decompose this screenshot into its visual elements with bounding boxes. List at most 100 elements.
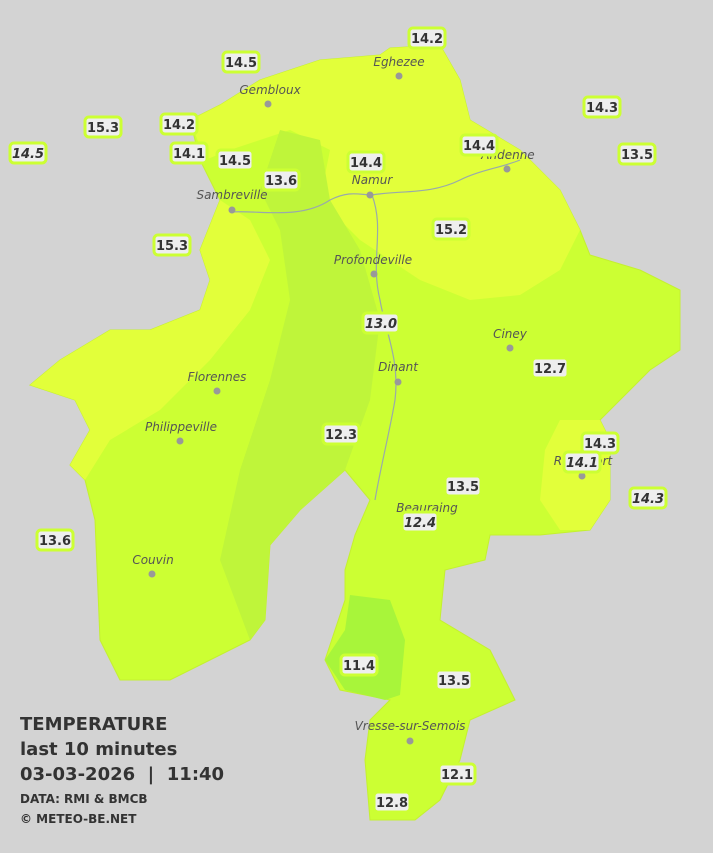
city-dot xyxy=(503,165,511,173)
station: 13.6 xyxy=(35,528,75,552)
city-label: Couvin xyxy=(132,553,173,567)
station-value: 14.3 xyxy=(584,437,616,452)
station: 12.7 xyxy=(530,356,570,380)
station: 13.5 xyxy=(443,474,483,498)
station-value: 13.6 xyxy=(39,534,71,549)
city-dot xyxy=(394,378,402,386)
station-box xyxy=(215,148,255,172)
station-box xyxy=(617,142,657,166)
station-value: 15.2 xyxy=(435,223,467,238)
station-box xyxy=(261,168,301,192)
station: 12.4 xyxy=(400,510,440,534)
cool-zone xyxy=(220,130,380,640)
station-box xyxy=(582,95,622,119)
station-box xyxy=(431,217,471,241)
station-box xyxy=(443,474,483,498)
station-value: 11.4 xyxy=(343,659,375,674)
station-value: 15.3 xyxy=(87,121,119,136)
station: 14.3 xyxy=(628,486,668,510)
station-box xyxy=(169,141,209,165)
station: 14.3 xyxy=(580,431,620,455)
legend: TEMPERATURE last 10 minutes 03-03-2026 |… xyxy=(20,714,224,826)
station-box xyxy=(361,311,401,335)
station-value: 13.5 xyxy=(621,148,653,163)
station: 13.5 xyxy=(434,668,474,692)
station-box xyxy=(159,112,199,136)
station-box xyxy=(83,115,123,139)
city-label: Eghezee xyxy=(373,55,424,69)
station-box xyxy=(400,510,440,534)
city-dot xyxy=(264,100,272,108)
station-value: 14.1 xyxy=(173,147,205,162)
station-box xyxy=(152,233,192,257)
station-value: 13.6 xyxy=(265,174,297,189)
station: 13.0 xyxy=(361,311,401,335)
station-value: 14.2 xyxy=(163,118,195,133)
station: 11.4 xyxy=(339,653,379,677)
station: 14.5 xyxy=(215,148,255,172)
station-value: 14.4 xyxy=(463,139,495,154)
warm-zone xyxy=(30,200,270,480)
legend-title: TEMPERATURE xyxy=(20,714,167,735)
city-dot xyxy=(395,72,403,80)
station-box xyxy=(562,450,602,474)
city-dot xyxy=(366,191,374,199)
station-value: 12.7 xyxy=(534,362,566,377)
station-value: 14.2 xyxy=(411,32,443,47)
station-box xyxy=(459,133,499,157)
station-box xyxy=(346,150,386,174)
station-value: 13.5 xyxy=(438,674,470,689)
warm-zone xyxy=(190,45,580,300)
city-dot xyxy=(506,344,514,352)
city-dot xyxy=(176,437,184,445)
station: 14.3 xyxy=(582,95,622,119)
station-value: 14.5 xyxy=(219,154,251,169)
station-value: 12.8 xyxy=(376,796,408,811)
station-box xyxy=(437,762,477,786)
legend-datetime: 03-03-2026 | 11:40 xyxy=(20,764,224,785)
city-label: Namur xyxy=(352,173,394,187)
city-dot xyxy=(370,270,378,278)
station-box xyxy=(628,486,668,510)
station-value: 12.1 xyxy=(441,768,473,783)
station-value: 15.3 xyxy=(156,239,188,254)
station-value: 14.5 xyxy=(12,147,44,162)
station: 12.8 xyxy=(372,790,412,814)
legend-subtitle: last 10 minutes xyxy=(20,739,177,760)
city-label: Profondeville xyxy=(334,253,412,267)
city-label: Philippeville xyxy=(145,420,217,434)
station: 14.5 xyxy=(8,141,48,165)
station-box xyxy=(407,26,447,50)
city-label: Ciney xyxy=(493,327,528,341)
station: 15.2 xyxy=(431,217,471,241)
station-box xyxy=(221,50,261,74)
city-dot xyxy=(578,472,586,480)
station: 14.1 xyxy=(562,450,602,474)
station-box xyxy=(530,356,570,380)
city-label: Dinant xyxy=(378,360,419,374)
station: 12.1 xyxy=(437,762,477,786)
station-value: 14.1 xyxy=(566,456,598,471)
city-dot xyxy=(228,206,236,214)
station-value: 12.3 xyxy=(325,428,357,443)
station-value: 14.3 xyxy=(632,492,664,507)
station-value: 14.3 xyxy=(586,101,618,116)
station-value: 13.0 xyxy=(365,317,397,332)
station-box xyxy=(434,668,474,692)
station: 14.2 xyxy=(407,26,447,50)
legend-credit: © METEO-BE.NET xyxy=(20,812,137,826)
station-box xyxy=(321,422,361,446)
station: 14.1 xyxy=(169,141,209,165)
station: 12.3 xyxy=(321,422,361,446)
station-value: 13.5 xyxy=(447,480,479,495)
station: 13.5 xyxy=(617,142,657,166)
city-dot xyxy=(406,737,414,745)
station: 14.4 xyxy=(346,150,386,174)
city-label: Vresse-sur-Semois xyxy=(355,719,466,733)
station-value: 14.5 xyxy=(225,56,257,71)
city-dot xyxy=(213,387,221,395)
station: 14.4 xyxy=(459,133,499,157)
station: 15.3 xyxy=(152,233,192,257)
station: 14.2 xyxy=(159,112,199,136)
